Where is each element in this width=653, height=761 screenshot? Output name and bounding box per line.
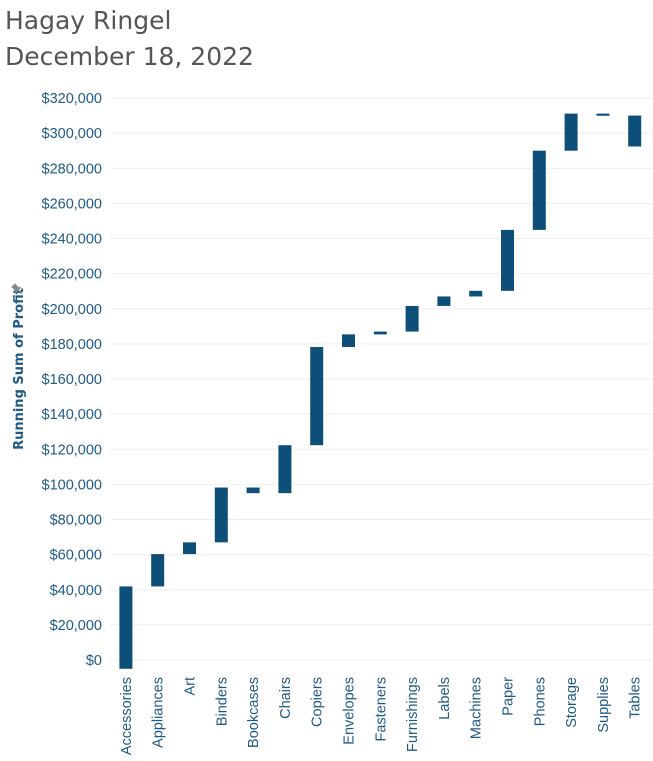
y-tick-label: $120,000 bbox=[42, 442, 102, 458]
pin-icon[interactable] bbox=[10, 282, 24, 296]
x-tick-label: Labels bbox=[437, 677, 453, 720]
x-tick-label: Bookcases bbox=[246, 677, 262, 748]
bar-bookcases[interactable] bbox=[246, 487, 260, 494]
y-tick-label: $100,000 bbox=[42, 477, 102, 493]
y-tick-label: $280,000 bbox=[42, 161, 102, 177]
bar-accessories[interactable] bbox=[119, 586, 133, 669]
chart-subtitle: December 18, 2022 bbox=[5, 42, 254, 71]
bar-tables[interactable] bbox=[628, 115, 642, 147]
y-tick-label: $20,000 bbox=[50, 618, 102, 634]
gridlines bbox=[110, 97, 653, 661]
chart-title: Hagay Ringel bbox=[5, 6, 172, 35]
x-tick-label: Phones bbox=[532, 677, 548, 726]
y-axis-ticks: $0 $20,000 $40,000 $60,000 $80,000 $100,000 $1… bbox=[42, 91, 102, 669]
bar-supplies[interactable] bbox=[596, 113, 610, 116]
x-axis-ticks: Accessories Appliances Art Binders Bookcases… bbox=[119, 677, 644, 755]
y-tick-label: $0 bbox=[86, 653, 102, 669]
bar-storage[interactable] bbox=[564, 113, 578, 151]
x-tick-label: Copiers bbox=[310, 677, 326, 727]
y-tick-label: $40,000 bbox=[50, 583, 102, 599]
y-axis-label: Running Sum of Profit bbox=[12, 288, 27, 450]
y-tick-label: $140,000 bbox=[42, 407, 102, 423]
y-tick-label: $80,000 bbox=[50, 513, 102, 529]
x-tick-label: Appliances bbox=[151, 677, 167, 748]
x-tick-label: Binders bbox=[214, 677, 230, 726]
bar-labels[interactable] bbox=[437, 296, 451, 306]
x-tick-label: Envelopes bbox=[342, 677, 358, 745]
y-tick-label: $240,000 bbox=[42, 232, 102, 248]
bar-binders[interactable] bbox=[214, 487, 228, 543]
x-tick-label: Machines bbox=[469, 677, 485, 739]
y-tick-label: $320,000 bbox=[42, 91, 102, 107]
bar-phones[interactable] bbox=[532, 150, 546, 230]
x-tick-label: Furnishings bbox=[405, 677, 421, 752]
bar-fasteners[interactable] bbox=[373, 331, 387, 335]
x-tick-label: Accessories bbox=[119, 677, 135, 755]
bar-furnishings[interactable] bbox=[405, 305, 419, 332]
y-tick-label: $60,000 bbox=[50, 548, 102, 564]
bar-art[interactable] bbox=[183, 542, 196, 555]
x-tick-label: Tables bbox=[628, 677, 644, 719]
y-tick-label: $260,000 bbox=[42, 196, 102, 212]
y-tick-label: $200,000 bbox=[42, 302, 102, 318]
y-tick-label: $300,000 bbox=[42, 126, 102, 142]
bar-appliances[interactable] bbox=[151, 554, 165, 587]
x-tick-label: Art bbox=[183, 677, 199, 696]
x-tick-label: Chairs bbox=[278, 677, 294, 719]
bars bbox=[119, 113, 642, 669]
x-tick-label: Storage bbox=[564, 677, 580, 728]
bar-machines[interactable] bbox=[469, 290, 483, 297]
x-tick-label: Fasteners bbox=[373, 677, 389, 741]
bar-copiers[interactable] bbox=[310, 347, 324, 446]
x-tick-label: Paper bbox=[501, 677, 517, 716]
bar-paper[interactable] bbox=[501, 229, 514, 291]
bar-envelopes[interactable] bbox=[342, 334, 355, 348]
y-tick-label: $220,000 bbox=[42, 267, 102, 283]
y-tick-label: $160,000 bbox=[42, 372, 102, 388]
x-tick-label: Supplies bbox=[596, 677, 612, 733]
bar-chairs[interactable] bbox=[278, 445, 292, 494]
y-tick-label: $180,000 bbox=[42, 337, 102, 353]
